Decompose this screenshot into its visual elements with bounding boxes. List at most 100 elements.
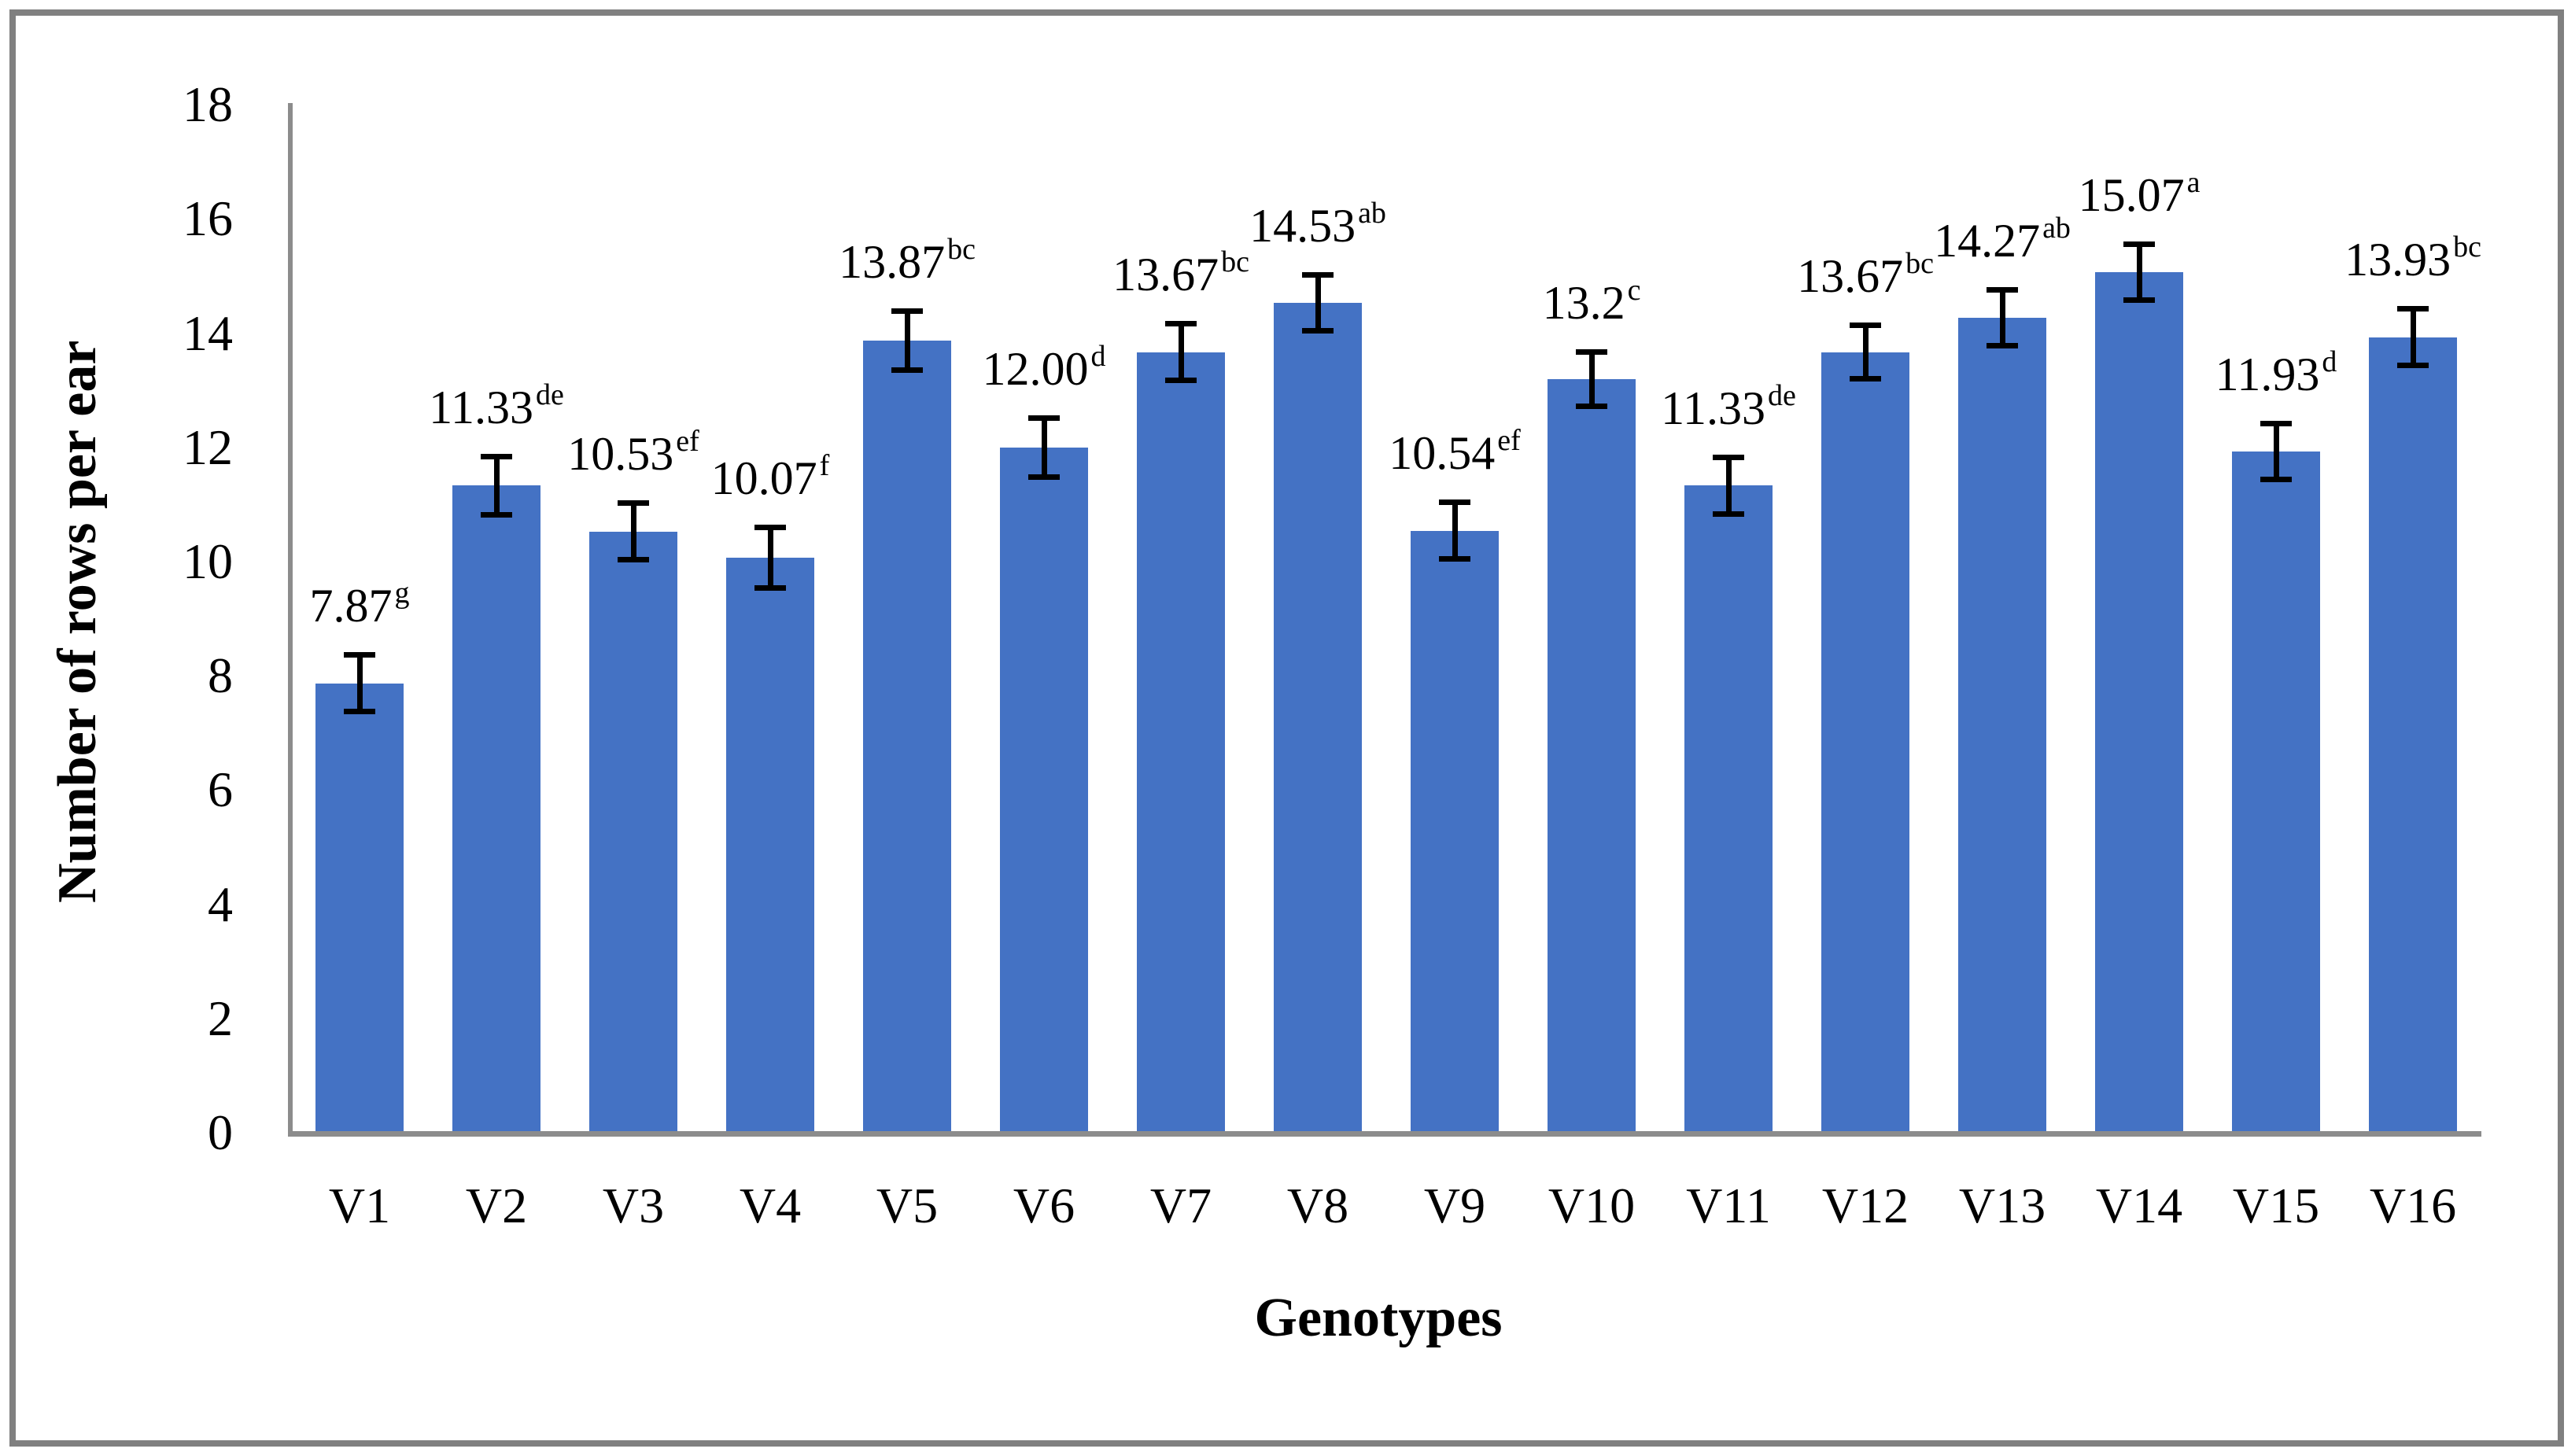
bar-V6	[1000, 447, 1088, 1136]
error-bar-line-V6	[1041, 418, 1047, 477]
data-label-superscript-V1: g	[394, 577, 410, 610]
data-label-superscript-V12: bc	[1905, 246, 1934, 280]
error-bar-line-V16	[2410, 308, 2416, 366]
data-label-superscript-V11: de	[1767, 379, 1796, 413]
bar-V11	[1684, 485, 1773, 1136]
data-label-value-V14: 15.07	[2078, 168, 2185, 221]
data-label-value-V1: 7.87	[309, 580, 393, 632]
error-bar-cap-bottom-V8	[1302, 328, 1334, 334]
data-label-superscript-V5: bc	[947, 233, 976, 267]
data-label-value-V7: 13.67	[1112, 249, 1219, 301]
figure-frame	[9, 9, 2564, 1447]
x-axis-tick-label-V2: V2	[465, 1178, 528, 1233]
error-bar-cap-top-V7	[1165, 321, 1197, 327]
x-axis-tick-label-V15: V15	[2232, 1178, 2320, 1233]
error-bar-line-V12	[1862, 324, 1869, 380]
data-label-V2: 11.33de	[429, 374, 564, 440]
data-label-value-V8: 14.53	[1249, 199, 1356, 252]
y-axis-tick-label-10: 10	[183, 533, 233, 589]
bar-V10	[1548, 378, 1636, 1136]
error-bar-line-V3	[630, 503, 636, 560]
error-bar-cap-top-V6	[1028, 415, 1060, 422]
data-label-value-V9: 10.54	[1389, 427, 1496, 480]
error-bar-cap-bottom-V16	[2397, 362, 2429, 368]
y-axis-line	[288, 103, 293, 1136]
data-label-superscript-V10: c	[1627, 273, 1641, 307]
data-label-superscript-V9: ef	[1497, 424, 1521, 458]
error-bar-cap-bottom-V14	[2123, 297, 2155, 304]
bar-V2	[452, 485, 540, 1136]
bar-V15	[2232, 451, 2320, 1136]
error-bar-cap-top-V14	[2123, 241, 2155, 247]
data-label-superscript-V14: a	[2186, 165, 2201, 199]
data-label-V8: 14.53ab	[1249, 193, 1386, 259]
x-axis-tick-label-V13: V13	[1958, 1178, 2046, 1233]
x-axis-tick-label-V11: V11	[1686, 1178, 1771, 1233]
x-axis-tick-label-V8: V8	[1286, 1178, 1349, 1233]
bar-V5	[863, 341, 951, 1136]
data-label-V6: 12.00d	[983, 336, 1106, 402]
data-label-V7: 13.67bc	[1112, 241, 1249, 308]
data-label-V9: 10.54ef	[1389, 420, 1521, 486]
data-label-value-V5: 13.87	[839, 236, 946, 289]
data-label-V10: 13.2c	[1543, 270, 1641, 336]
data-label-value-V11: 11.33	[1661, 382, 1765, 435]
data-label-superscript-V8: ab	[1358, 196, 1386, 230]
bar-V4	[726, 557, 814, 1136]
error-bar-cap-bottom-V3	[618, 556, 649, 562]
x-axis-tick-label-V16: V16	[2369, 1178, 2457, 1233]
data-label-V3: 10.53ef	[567, 421, 699, 487]
error-bar-cap-top-V8	[1302, 271, 1334, 278]
error-bar-cap-top-V15	[2260, 420, 2292, 426]
error-bar-cap-top-V9	[1439, 499, 1470, 506]
error-bar-cap-bottom-V2	[481, 512, 512, 518]
x-axis-line	[288, 1131, 2481, 1137]
error-bar-cap-top-V1	[344, 652, 375, 658]
error-bar-line-V15	[2273, 422, 2279, 481]
bar-V3	[589, 531, 677, 1136]
error-bar-line-V10	[1588, 351, 1595, 407]
error-bar-cap-top-V10	[1576, 348, 1607, 355]
error-bar-cap-bottom-V6	[1028, 474, 1060, 480]
error-bar-cap-bottom-V15	[2260, 477, 2292, 483]
error-bar-cap-top-V2	[481, 453, 512, 459]
data-label-V11: 11.33de	[1661, 375, 1796, 441]
error-bar-cap-bottom-V1	[344, 708, 375, 714]
y-axis-tick-label-14: 14	[183, 304, 233, 361]
data-label-V4: 10.07f	[711, 445, 830, 511]
data-label-superscript-V7: bc	[1221, 245, 1249, 279]
error-bar-cap-bottom-V10	[1576, 403, 1607, 409]
bar-V9	[1411, 530, 1499, 1136]
error-bar-line-V13	[1999, 289, 2005, 347]
data-label-value-V12: 13.67	[1797, 249, 1904, 302]
error-bar-line-V9	[1452, 502, 1458, 560]
data-label-superscript-V2: de	[535, 378, 564, 411]
error-bar-line-V11	[1725, 457, 1732, 514]
error-bar-line-V7	[1178, 323, 1184, 381]
error-bar-cap-bottom-V4	[754, 585, 786, 592]
error-bar-cap-bottom-V5	[891, 367, 923, 373]
data-label-superscript-V3: ef	[676, 425, 699, 459]
error-bar-cap-bottom-V12	[1850, 376, 1881, 382]
data-label-superscript-V15: d	[2322, 345, 2337, 378]
data-label-superscript-V13: ab	[2042, 211, 2071, 245]
data-label-V14: 15.07a	[2079, 162, 2201, 228]
data-label-value-V13: 14.27	[1934, 214, 2041, 267]
error-bar-cap-top-V3	[618, 500, 649, 507]
x-axis-tick-label-V5: V5	[876, 1178, 939, 1233]
data-label-V15: 11.93d	[2215, 341, 2337, 407]
bar-V14	[2095, 271, 2183, 1136]
data-label-superscript-V6: d	[1090, 340, 1106, 374]
data-label-value-V2: 11.33	[429, 381, 533, 433]
x-axis-tick-label-V3: V3	[602, 1178, 665, 1233]
x-axis-tick-label-V1: V1	[328, 1178, 391, 1233]
error-bar-cap-top-V5	[891, 308, 923, 315]
data-label-value-V3: 10.53	[567, 428, 674, 481]
data-label-V12: 13.67bc	[1797, 243, 1934, 309]
data-label-value-V6: 12.00	[982, 343, 1089, 396]
x-axis-tick-label-V4: V4	[739, 1178, 802, 1233]
x-axis-tick-label-V7: V7	[1149, 1178, 1212, 1233]
error-bar-line-V14	[2136, 243, 2142, 301]
error-bar-cap-top-V16	[2397, 306, 2429, 312]
bar-V13	[1958, 317, 2046, 1136]
